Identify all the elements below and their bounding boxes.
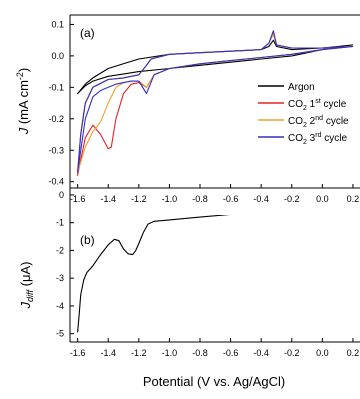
b-xtick-label: -1.4 — [100, 348, 116, 358]
a-ytick-label: -0.1 — [48, 82, 64, 92]
panel-a: (a) J (mA cm-2) -0.4 -0.3 -0.2 -0.1 0.0 0.1 -… — [15, 14, 360, 204]
legend-label-0: Argon — [288, 82, 315, 93]
b-ytick-label: -4 — [56, 301, 64, 311]
b-xtick-label: -0.2 — [284, 348, 300, 358]
b-xtick-label: -1.2 — [131, 348, 147, 358]
a-ytick-label: 0.0 — [51, 51, 64, 61]
b-ytick-label: 0 — [59, 190, 64, 200]
b-xtick-label: -0.8 — [192, 348, 208, 358]
a-ytick-label: -0.4 — [48, 177, 64, 187]
b-ytick-label: -3 — [56, 273, 64, 283]
b-xtick-label: 0.0 — [316, 348, 329, 358]
a-xtick-label: -0.4 — [253, 194, 269, 204]
panel-b-xlabel: Potential (V vs. Ag/AgCl) — [143, 374, 285, 389]
a-xtick-label: -0.8 — [192, 194, 208, 204]
a-xtick-label: 0.2 — [347, 194, 360, 204]
a-xtick-label: -1.4 — [100, 194, 116, 204]
a-series-line-0 — [77, 39, 353, 95]
a-xtick-label: -0.6 — [223, 194, 239, 204]
b-ytick-label: -5 — [56, 329, 64, 339]
panel-b: (b) Jdiff (μA) -5 -4 -3 -2 -1 0 -1.6 -1.4 -1.2 -… — [18, 188, 360, 389]
b-xtick-label: 0.2 — [347, 348, 360, 358]
panel-a-label: (a) — [80, 26, 95, 40]
a-ytick-label: -0.3 — [48, 145, 64, 155]
a-xtick-label: 0.0 — [316, 194, 329, 204]
a-ytick-label: 0.1 — [51, 19, 64, 29]
panel-b-ylabel: Jdiff (μA) — [18, 262, 35, 310]
b-xtick-label: -1.0 — [162, 348, 178, 358]
panel-a-ylabel: J (mA cm-2) — [15, 68, 31, 136]
b-xtick-label: -1.6 — [70, 348, 86, 358]
a-xtick-label: -1.2 — [131, 194, 147, 204]
a-xtick-label: -1.0 — [162, 194, 178, 204]
a-xtick-label: -1.6 — [70, 194, 86, 204]
a-series-line-3 — [77, 30, 353, 173]
b-series-line-0 — [77, 215, 231, 333]
panel-b-label: (b) — [80, 233, 95, 247]
b-ytick-label: -2 — [56, 245, 64, 255]
b-ytick-label: -1 — [56, 218, 64, 228]
a-ytick-label: -0.2 — [48, 114, 64, 124]
b-xtick-label: -0.4 — [253, 348, 269, 358]
legend-label-3: CO2 3rd cycle — [288, 132, 347, 146]
legend-label-2: CO2 2nd cycle — [288, 115, 349, 129]
a-xtick-label: -0.2 — [284, 194, 300, 204]
legend-label-1: CO2 1st cycle — [288, 98, 347, 112]
b-xtick-label: -0.6 — [223, 348, 239, 358]
panel-a-legend: Argon CO2 1st cycle CO2 2nd cycle CO2 3rd c… — [258, 82, 349, 146]
